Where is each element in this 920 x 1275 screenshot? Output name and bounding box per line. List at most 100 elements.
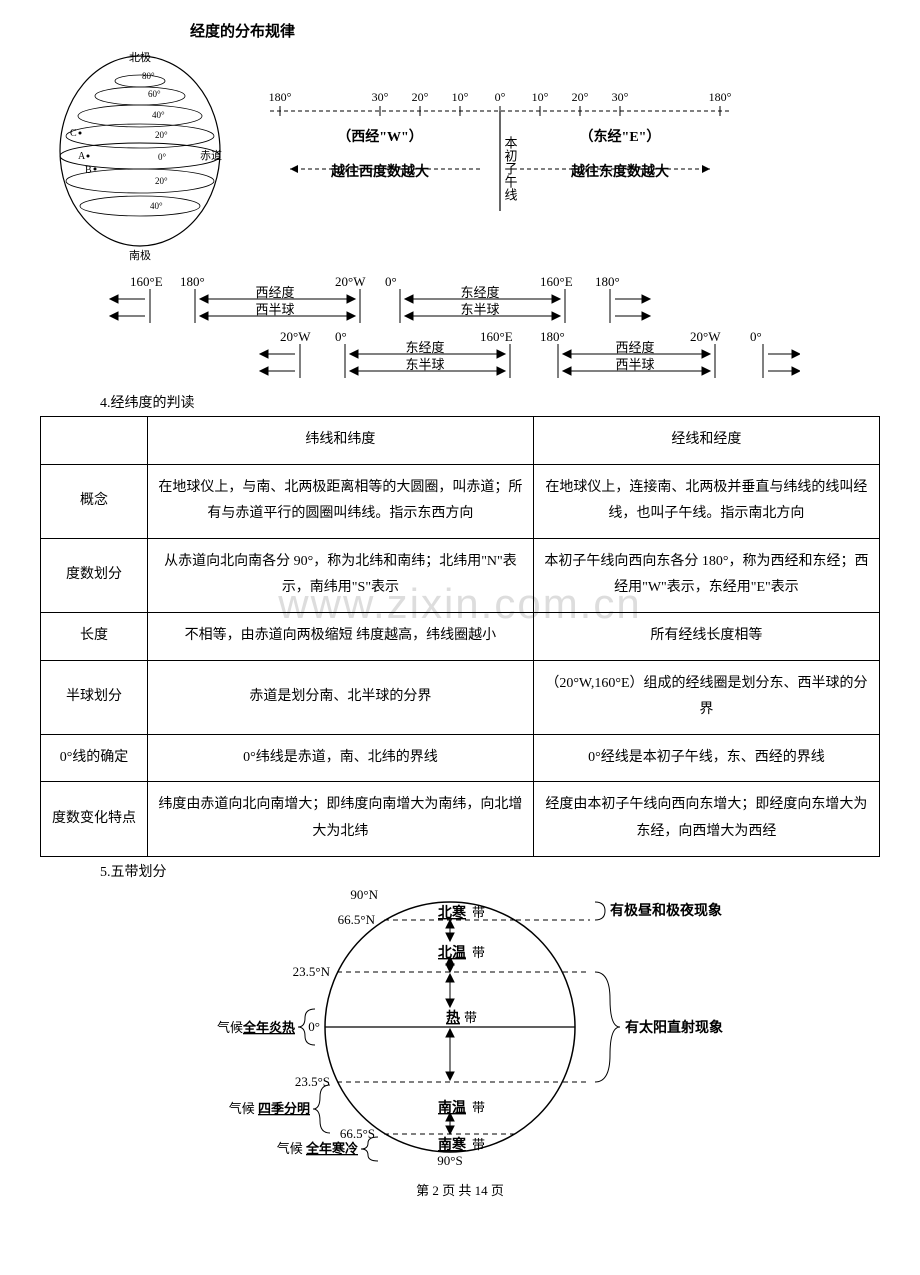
footer-total: 14 [475,1183,488,1198]
svg-text:30°: 30° [372,90,389,104]
svg-text:10°: 10° [532,90,549,104]
table-cell: 赤道是划分南、北半球的分界 [148,660,534,734]
svg-text:气候 全年寒冷: 气候 全年寒冷 [277,1141,358,1156]
table-row: 概念 在地球仪上，与南、北两极距离相等的大圆圈，叫赤道；所有与赤道平行的圆圈叫纬… [41,464,880,538]
svg-text:（西经"W"）: （西经"W"） [337,128,423,145]
svg-text:越往东度数越大: 越往东度数越大 [570,163,669,180]
section-5-heading: 5.五带划分 [100,861,880,881]
equator-label: 赤道 [200,148,222,162]
svg-text:东经度: 东经度 [460,285,499,300]
south-pole-label: 南极 [129,248,151,261]
svg-text:180°: 180° [595,274,620,289]
table-row: 0°线的确定 0°纬线是赤道，南、北纬的界线 0°经线是本初子午线，东、西经的界… [41,734,880,782]
table-header-blank [41,417,148,465]
table-header-lat: 纬线和纬度 [148,417,534,465]
svg-text:气候全年炎热: 气候全年炎热 [217,1020,295,1035]
svg-text:40°: 40° [150,201,163,211]
svg-text:北温: 北温 [438,945,466,961]
five-zones-diagram: 90°N 66.5°N 23.5°N 0° 23.5°S 66.5°S 90°S… [40,887,880,1172]
svg-text:C: C [70,128,77,139]
svg-text:20°W: 20°W [280,329,311,344]
svg-text:180°: 180° [540,329,565,344]
svg-text:180°: 180° [180,274,205,289]
svg-text:南寒: 南寒 [438,1136,467,1153]
lat-lon-table: 纬线和纬度 经线和经度 概念 在地球仪上，与南、北两极距离相等的大圆圈，叫赤道；… [40,416,880,857]
table-cell: （20°W,160°E）组成的经线圈是划分东、西半球的分界 [533,660,879,734]
svg-text:180°: 180° [269,90,292,104]
svg-text:带: 带 [472,945,485,960]
svg-text:20°W: 20°W [690,329,721,344]
globe-diagram: 北极 南极 赤道 80° 60° 40° 20° 0° 20° 40° C A … [40,41,240,261]
table-row: 纬线和纬度 经线和经度 [41,417,880,465]
svg-text:气候 四季分明: 气候 四季分明 [229,1101,310,1116]
table-cell: 在地球仪上，与南、北两极距离相等的大圆圈，叫赤道；所有与赤道平行的圆圈叫纬线。指… [148,464,534,538]
svg-text:越往西度数越大: 越往西度数越大 [330,163,429,180]
svg-text:有太阳直射现象: 有太阳直射现象 [625,1019,723,1036]
longitude-distribution-diagram: 北极 南极 赤道 80° 60° 40° 20° 0° 20° 40° C A … [40,41,880,261]
table-header-lon: 经线和经度 [533,417,879,465]
table-cell: 纬度由赤道向北向南增大；即纬度向南增大为南纬，向北增大为北纬 [148,782,534,856]
svg-text:（东经"E"）: （东经"E"） [580,128,661,145]
svg-text:东经度: 东经度 [405,340,444,355]
svg-text:西半球: 西半球 [615,357,654,372]
row-header: 0°线的确定 [41,734,148,782]
svg-text:66.5°N: 66.5°N [338,912,376,927]
svg-text:北寒: 北寒 [438,904,467,921]
svg-text:160°E: 160°E [540,274,573,289]
table-cell: 0°纬线是赤道，南、北纬的界线 [148,734,534,782]
svg-text:热: 热 [446,1009,460,1026]
svg-text:本初子午线: 本初子午线 [503,136,518,201]
table-cell: 不相等，由赤道向两极缩短 纬度越高，纬线圈越小 [148,612,534,660]
svg-text:B: B [85,165,92,176]
svg-text:60°: 60° [148,89,161,99]
table-cell: 在地球仪上，连接南、北两极并垂直与纬线的线叫经线，也叫子午线。指示南北方向 [533,464,879,538]
svg-text:180°: 180° [709,90,732,104]
row-header: 长度 [41,612,148,660]
svg-text:20°: 20° [412,90,429,104]
page-content: 经度的分布规律 北极 南极 赤道 80° 60° 40° 20° 0° 20° … [40,20,880,1199]
svg-text:0°: 0° [308,1019,320,1034]
svg-text:0°: 0° [335,329,347,344]
svg-text:A: A [78,151,86,162]
table-row: 度数划分 从赤道向北向南各分 90°，称为北纬和南纬；北纬用"N"表示，南纬用"… [41,538,880,612]
svg-text:有极昼和极夜现象: 有极昼和极夜现象 [610,902,722,919]
diagram-title: 经度的分布规律 [190,20,880,41]
table-cell: 经度由本初子午线向西向东增大；即经度向东增大为东经，向西增大为西经 [533,782,879,856]
svg-text:西经度: 西经度 [615,340,654,355]
footer-prefix: 第 [416,1183,432,1198]
svg-text:东半球: 东半球 [460,302,499,317]
svg-text:20°: 20° [155,130,168,140]
svg-text:南温: 南温 [438,1099,466,1116]
row-header: 概念 [41,464,148,538]
svg-text:30°: 30° [612,90,629,104]
row-header: 度数划分 [41,538,148,612]
north-pole-label: 北极 [129,50,151,64]
svg-text:0°: 0° [750,329,762,344]
svg-text:0°: 0° [385,274,397,289]
row-header: 度数变化特点 [41,782,148,856]
svg-text:40°: 40° [152,110,165,120]
section-4-heading: 4.经纬度的判读 [100,392,880,412]
svg-text:90°S: 90°S [437,1153,462,1167]
table-cell: 从赤道向北向南各分 90°，称为北纬和南纬；北纬用"N"表示，南纬用"S"表示 [148,538,534,612]
svg-text:20°: 20° [155,176,168,186]
footer-suffix: 页 [488,1183,504,1198]
svg-text:带: 带 [464,1010,477,1025]
svg-text:西半球: 西半球 [255,302,294,317]
svg-text:23.5°N: 23.5°N [293,964,331,979]
table-row: 长度 不相等，由赤道向两极缩短 纬度越高，纬线圈越小 所有经线长度相等 [41,612,880,660]
svg-text:80°: 80° [142,71,155,81]
footer-mid: 页 共 [439,1183,475,1198]
svg-text:西经度: 西经度 [255,285,294,300]
table-cell: 本初子午线向西向东各分 180°，称为西经和东经；西经用"W"表示，东经用"E"… [533,538,879,612]
table-cell: 所有经线长度相等 [533,612,879,660]
table-row: 度数变化特点 纬度由赤道向北向南增大；即纬度向南增大为南纬，向北增大为北纬 经度… [41,782,880,856]
longitude-scale-diagram: 180° 30° 20° 10° 0° 10° 20° 30° 180° （西经… [260,81,740,221]
svg-text:20°W: 20°W [335,274,366,289]
hemisphere-diagram: 160°E180° 20°W0° 160°E180° 西经度 [100,271,880,386]
svg-text:带: 带 [472,1100,485,1115]
row-header: 半球划分 [41,660,148,734]
svg-text:20°: 20° [572,90,589,104]
svg-text:0°: 0° [495,90,506,104]
table-cell: 0°经线是本初子午线，东、西经的界线 [533,734,879,782]
